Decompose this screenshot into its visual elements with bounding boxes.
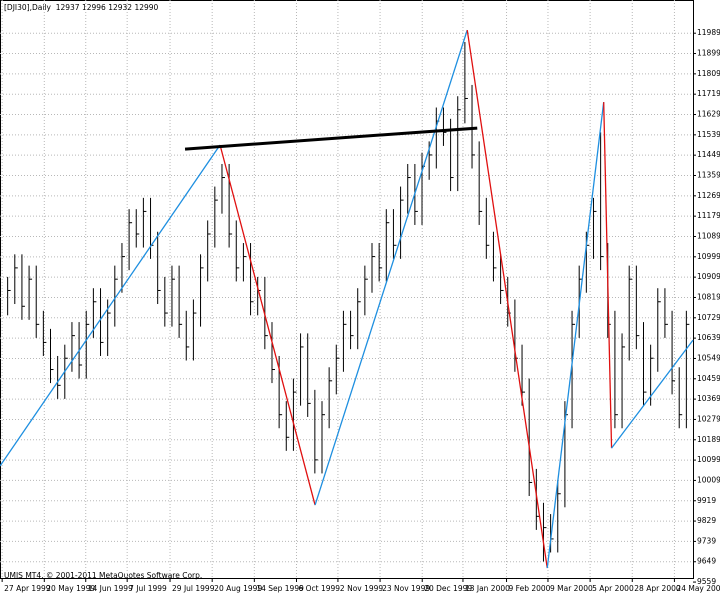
x-tick-label: 13 Jan 2000 bbox=[465, 584, 510, 593]
y-tick-label: 10639 bbox=[697, 333, 720, 342]
zigzag-segment bbox=[314, 29, 468, 506]
x-tick-label: 28 Apr 2000 bbox=[634, 584, 681, 593]
copyright: UMIS MT4, © 2001-2011 MetaQuotes Softwar… bbox=[4, 571, 202, 580]
y-tick-label: 9919 bbox=[697, 496, 716, 505]
zigzag-segment bbox=[611, 339, 694, 449]
x-tick-label: 20 May 1999 bbox=[46, 584, 95, 593]
x-tick-label: 7 Jul 1999 bbox=[129, 584, 167, 593]
x-tick-label: 27 Apr 1999 bbox=[4, 584, 51, 593]
y-tick-label: 11089 bbox=[697, 231, 720, 240]
y-tick-label: 10369 bbox=[697, 394, 720, 403]
zigzag-segment bbox=[546, 102, 605, 569]
y-tick-label: 11629 bbox=[697, 110, 720, 119]
x-tick-label: 20 Dec 1999 bbox=[424, 584, 472, 593]
x-tick-label: 14 Sep 1999 bbox=[256, 584, 304, 593]
plot-frame bbox=[0, 0, 694, 579]
y-tick-label: 11989 bbox=[697, 28, 720, 37]
y-tick-label: 11539 bbox=[697, 130, 720, 139]
y-tick-label: 11719 bbox=[697, 89, 720, 98]
x-tick-label: 5 Apr 2000 bbox=[592, 584, 634, 593]
y-tick-label: 10189 bbox=[697, 435, 720, 444]
y-tick-label: 10099 bbox=[697, 455, 720, 464]
x-tick-label: 20 Aug 1999 bbox=[214, 584, 262, 593]
y-tick-label: 11359 bbox=[697, 171, 720, 180]
x-tick-label: 2 Nov 1999 bbox=[340, 584, 383, 593]
y-tick-label: 10999 bbox=[697, 252, 720, 261]
x-tick-label: 29 Jul 1999 bbox=[172, 584, 215, 593]
y-tick-label: 10729 bbox=[697, 313, 720, 322]
x-tick-label: 6 Oct 1999 bbox=[298, 584, 340, 593]
y-tick-label: 11449 bbox=[697, 150, 720, 159]
x-tick-label: 9 Mar 2000 bbox=[550, 584, 593, 593]
zigzag-segment bbox=[466, 29, 548, 569]
y-tick-label: 9649 bbox=[697, 557, 716, 566]
y-tick-label: 10009 bbox=[697, 475, 720, 484]
y-tick-label: 11269 bbox=[697, 191, 720, 200]
chart-title: [DJI30],Daily 12937 12996 12932 12990 bbox=[4, 3, 159, 12]
y-tick-label: 9829 bbox=[697, 516, 716, 525]
y-tick-label: 11899 bbox=[697, 49, 720, 58]
y-tick-label: 11809 bbox=[697, 69, 720, 78]
y-tick-label: 9559 bbox=[697, 577, 716, 586]
y-tick-label: 10459 bbox=[697, 374, 720, 383]
x-tick-label: 24 May 2000 bbox=[676, 584, 720, 593]
y-tick-label: 10909 bbox=[697, 272, 720, 281]
y-tick-label: 10279 bbox=[697, 414, 720, 423]
zigzag-segment bbox=[603, 102, 613, 449]
y-tick-label: 10549 bbox=[697, 353, 720, 362]
zigzag-segment bbox=[0, 144, 221, 467]
y-tick-label: 9739 bbox=[697, 536, 716, 545]
zigzag-segment bbox=[219, 144, 316, 506]
y-tick-label: 10819 bbox=[697, 292, 720, 301]
y-tick-label: 11179 bbox=[697, 211, 720, 220]
x-tick-label: 14 Jun 1999 bbox=[88, 584, 133, 593]
x-tick-label: 23 Nov 1999 bbox=[382, 584, 430, 593]
trend-line bbox=[184, 126, 478, 151]
x-tick-label: 9 Feb 2000 bbox=[509, 584, 551, 593]
